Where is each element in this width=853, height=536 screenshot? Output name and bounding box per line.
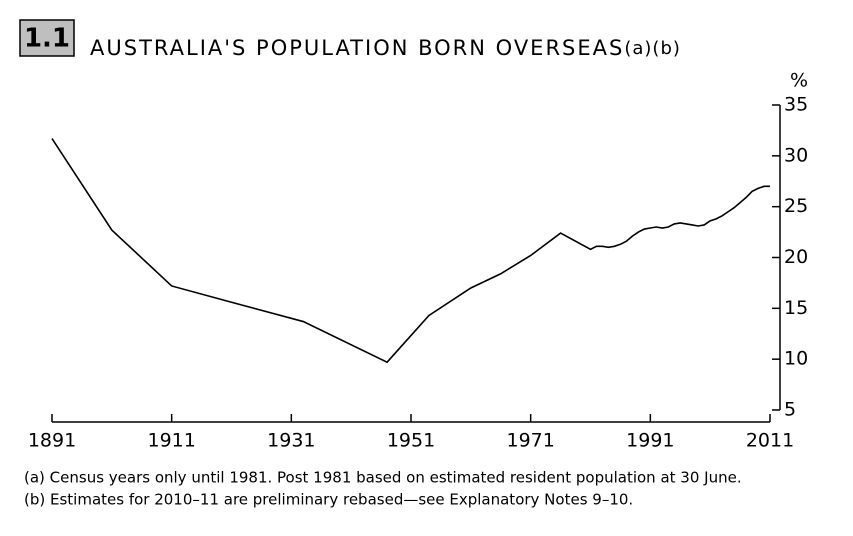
- y-tick-label: 25: [784, 195, 808, 217]
- x-tick-label: 2011: [746, 430, 794, 452]
- x-tick-label: 1911: [147, 430, 195, 452]
- data-line: [51, 138, 770, 364]
- y-tick-label: 10: [784, 348, 808, 370]
- y-tick-label: 30: [784, 144, 808, 166]
- figure-badge: [19, 19, 75, 57]
- chart-title: AUSTRALIA'S POPULATION BORN OVERSEAS(a)(…: [90, 36, 681, 60]
- figure-number: 1.1: [24, 24, 70, 54]
- x-tick-label: 1991: [626, 430, 674, 452]
- footnote: (b) Estimates for 2010–11 are preliminar…: [24, 491, 633, 509]
- x-tick-label: 1951: [387, 430, 435, 452]
- y-unit: %: [790, 70, 808, 92]
- x-tick-label: 1971: [506, 430, 554, 452]
- y-tick-label: 15: [784, 297, 808, 319]
- footnote: (a) Census years only until 1981. Post 1…: [24, 469, 742, 487]
- x-tick-label: 1931: [267, 430, 315, 452]
- y-tick-label: 20: [784, 246, 808, 268]
- y-tick-label: 35: [784, 94, 808, 116]
- x-tick-label: 1891: [28, 430, 76, 452]
- title-note: (a)(b): [624, 38, 681, 59]
- title-main: AUSTRALIA'S POPULATION BORN OVERSEAS: [90, 36, 624, 60]
- y-tick-label: 5: [784, 399, 796, 421]
